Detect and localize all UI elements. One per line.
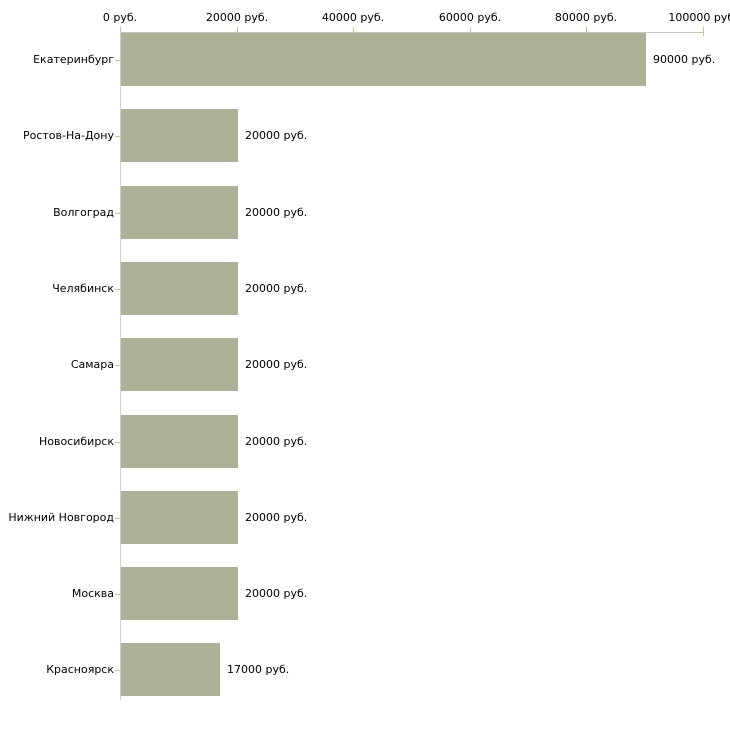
value-label: 20000 руб. xyxy=(245,511,308,524)
bar xyxy=(121,491,238,544)
value-label: 20000 руб. xyxy=(245,587,308,600)
bar xyxy=(121,567,238,620)
x-axis-tick-mark xyxy=(470,27,471,36)
category-tick-mark xyxy=(115,60,120,61)
x-axis-tick-label: 60000 руб. xyxy=(438,11,502,24)
category-label: Екатеринбург xyxy=(33,53,114,66)
x-axis-tick-mark xyxy=(237,27,238,36)
category-label: Самара xyxy=(70,358,114,371)
value-label: 20000 руб. xyxy=(245,435,308,448)
value-label: 90000 руб. xyxy=(653,53,716,66)
value-label: 20000 руб. xyxy=(245,206,308,219)
bar xyxy=(121,643,220,696)
category-label: Москва xyxy=(71,587,114,600)
bar xyxy=(121,262,238,315)
category-tick-mark xyxy=(115,518,120,519)
category-label: Волгоград xyxy=(53,206,114,219)
category-label: Нижний Новгород xyxy=(8,511,114,524)
category-tick-mark xyxy=(115,213,120,214)
x-axis-tick-mark xyxy=(703,27,704,36)
category-tick-mark xyxy=(115,136,120,137)
bar xyxy=(121,186,238,239)
bar xyxy=(121,338,238,391)
y-axis-line xyxy=(120,32,121,700)
category-tick-mark xyxy=(115,365,120,366)
x-axis-tick-mark xyxy=(120,27,121,36)
category-tick-mark xyxy=(115,670,120,671)
category-label: Ростов-На-Дону xyxy=(22,129,114,142)
category-label: Челябинск xyxy=(52,282,114,295)
value-label: 20000 руб. xyxy=(245,282,308,295)
value-label: 20000 руб. xyxy=(245,129,308,142)
x-axis-line xyxy=(120,32,704,33)
bar xyxy=(121,33,646,86)
bar xyxy=(121,109,238,162)
x-axis-tick-mark xyxy=(586,27,587,36)
category-label: Красноярск xyxy=(46,663,114,676)
category-tick-mark xyxy=(115,594,120,595)
x-axis-tick-label: 0 руб. xyxy=(102,11,138,24)
x-axis-tick-label: 80000 руб. xyxy=(554,11,618,24)
value-label: 20000 руб. xyxy=(245,358,308,371)
bar xyxy=(121,415,238,468)
x-axis-tick-label: 100000 руб. xyxy=(668,11,730,24)
category-tick-mark xyxy=(115,289,120,290)
x-axis-tick-label: 40000 руб. xyxy=(321,11,385,24)
x-axis-tick-label: 20000 руб. xyxy=(205,11,269,24)
x-axis-tick-mark xyxy=(353,27,354,36)
category-tick-mark xyxy=(115,442,120,443)
category-label: Новосибирск xyxy=(38,435,114,448)
value-label: 17000 руб. xyxy=(227,663,290,676)
